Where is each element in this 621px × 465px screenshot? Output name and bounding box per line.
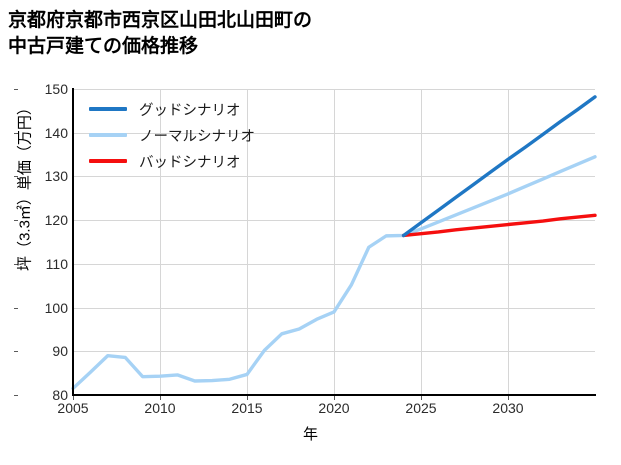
x-tick-mark [247,396,248,400]
y-tick-mark [14,263,18,265]
y-tick-mark [14,176,18,178]
y-tick-label: 120 [44,212,68,229]
gridline-x [160,89,161,395]
legend-label: ノーマルシナリオ [139,128,255,145]
x-tick-label: 2020 [318,400,350,416]
x-tick-mark [73,396,74,400]
x-tick-mark [421,396,422,400]
y-tick-mark [14,307,18,309]
series-line [401,95,597,238]
x-tick-mark [334,396,335,400]
legend-label: グッドシナリオ [139,102,241,119]
y-tick-label: 80 [52,387,68,403]
legend-swatch-icon [89,107,127,111]
y-tick-label: 110 [45,255,68,272]
x-tick-label: 2010 [144,400,176,416]
legend-swatch-icon [89,159,127,163]
legend-item[interactable]: グッドシナリオ [89,96,319,122]
series-line [71,155,597,391]
y-tick-mark [14,351,18,353]
series-lines [71,95,597,391]
x-tick-label: 2025 [405,400,437,416]
x-tick-label: 2005 [57,400,89,416]
plot-area [71,89,597,396]
y-tick-mark [14,395,18,396]
legend-label: バッドシナリオ [139,154,241,171]
gridline-x [421,89,422,395]
series-line [401,213,597,238]
y-tick-label: 130 [44,168,68,185]
y-axis-line [72,88,74,396]
gridline-x [334,89,335,395]
x-tick-label: 2015 [231,400,263,416]
y-tick-label: 90 [52,343,68,360]
y-tick-mark [14,220,18,222]
y-axis-label: 坪（3.3㎡）単価（万円） [16,100,34,271]
y-tick-mark [14,132,18,134]
x-tick-mark [160,396,161,400]
y-tick-label: 150 [44,81,68,97]
legend-item[interactable]: バッドシナリオ [89,148,319,174]
y-tick-mark [14,89,18,90]
x-tick-label: 2030 [492,400,524,416]
y-axis-tick-labels: 80 90 100 110 120 130 140 150 [14,81,68,403]
y-tick-label: 100 [44,299,68,316]
legend-item[interactable]: ノーマルシナリオ [89,122,319,148]
chart-title: 京都府京都市西京区山田北山田町の 中古戸建ての価格推移 [8,10,313,57]
y-tick-label: 140 [44,124,68,141]
chart-legend: グッドシナリオ ノーマルシナリオ バッドシナリオ [85,92,323,178]
legend-swatch-icon [89,133,127,137]
x-tick-mark [508,396,509,400]
gridline-x [508,89,509,395]
gridline-x [247,89,248,395]
x-axis-line [72,394,596,396]
x-axis-label: 年 [302,426,318,443]
